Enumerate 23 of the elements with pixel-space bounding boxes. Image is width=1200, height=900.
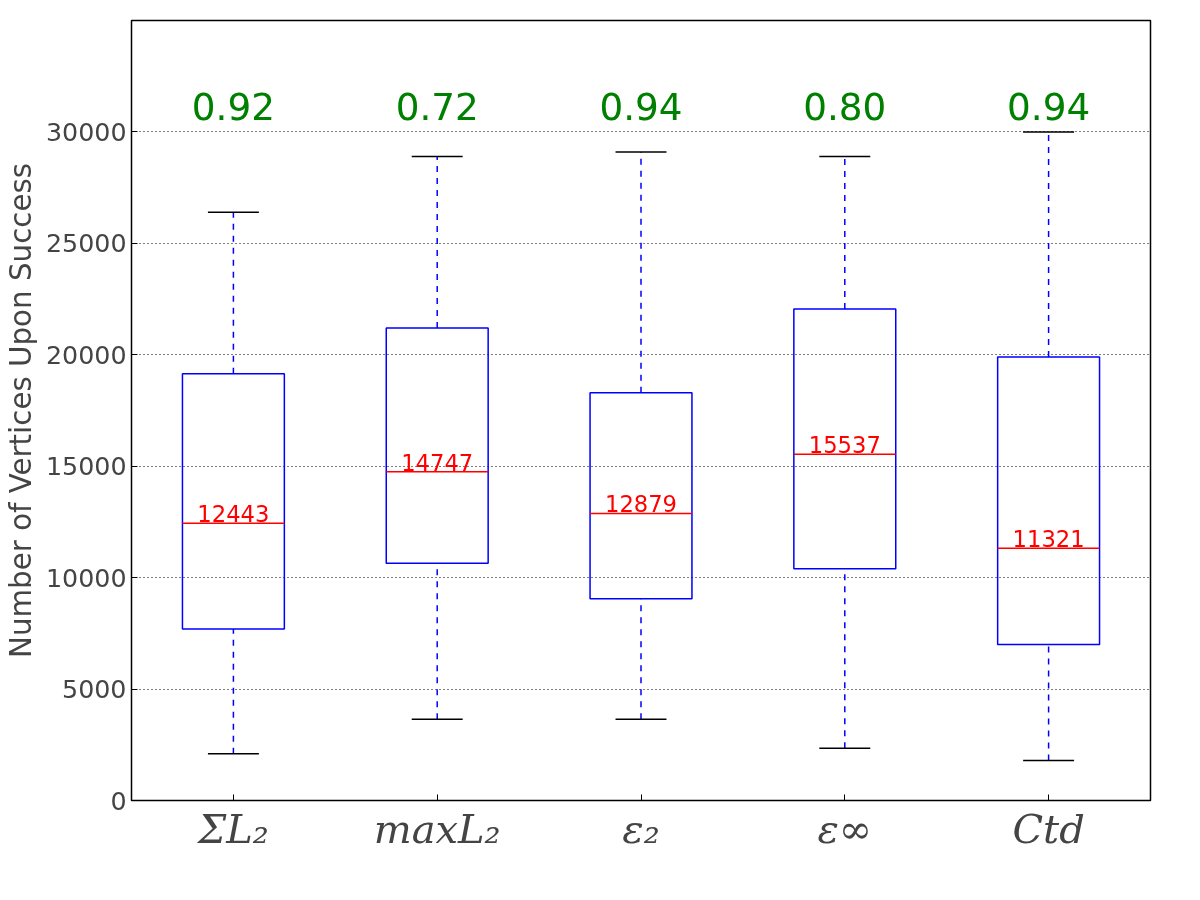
annotation: 0.94 [1007, 84, 1091, 129]
annotation: 0.92 [191, 84, 275, 129]
x-tick-label: ε∞ [817, 805, 873, 852]
annotation: 11321 [1012, 526, 1085, 553]
y-tick-label: 20000 [45, 339, 127, 370]
y-tick-label: 5000 [62, 674, 127, 705]
annotation: 0.72 [395, 84, 479, 129]
y-axis-title: Number of Vertices Upon Success [3, 162, 38, 659]
x-tick-label: ε₂ [622, 805, 660, 852]
y-tick-label: 30000 [45, 116, 127, 147]
annotation: 0.80 [803, 84, 887, 129]
x-tick-label: Ctd [1012, 805, 1085, 852]
annotation: 14747 [401, 449, 474, 476]
y-tick-label: 0 [110, 785, 127, 816]
y-tick-label: 10000 [45, 562, 127, 593]
annotation: 12443 [197, 501, 270, 528]
y-tick-label: 15000 [45, 451, 127, 482]
annotation: 12879 [604, 491, 678, 518]
annotation: 15537 [808, 432, 881, 459]
annotation: 0.94 [599, 84, 683, 129]
x-tick-label: maxL₂ [373, 805, 501, 852]
y-tick-label: 25000 [45, 228, 127, 259]
x-tick-label: ΣL₂ [195, 805, 269, 852]
